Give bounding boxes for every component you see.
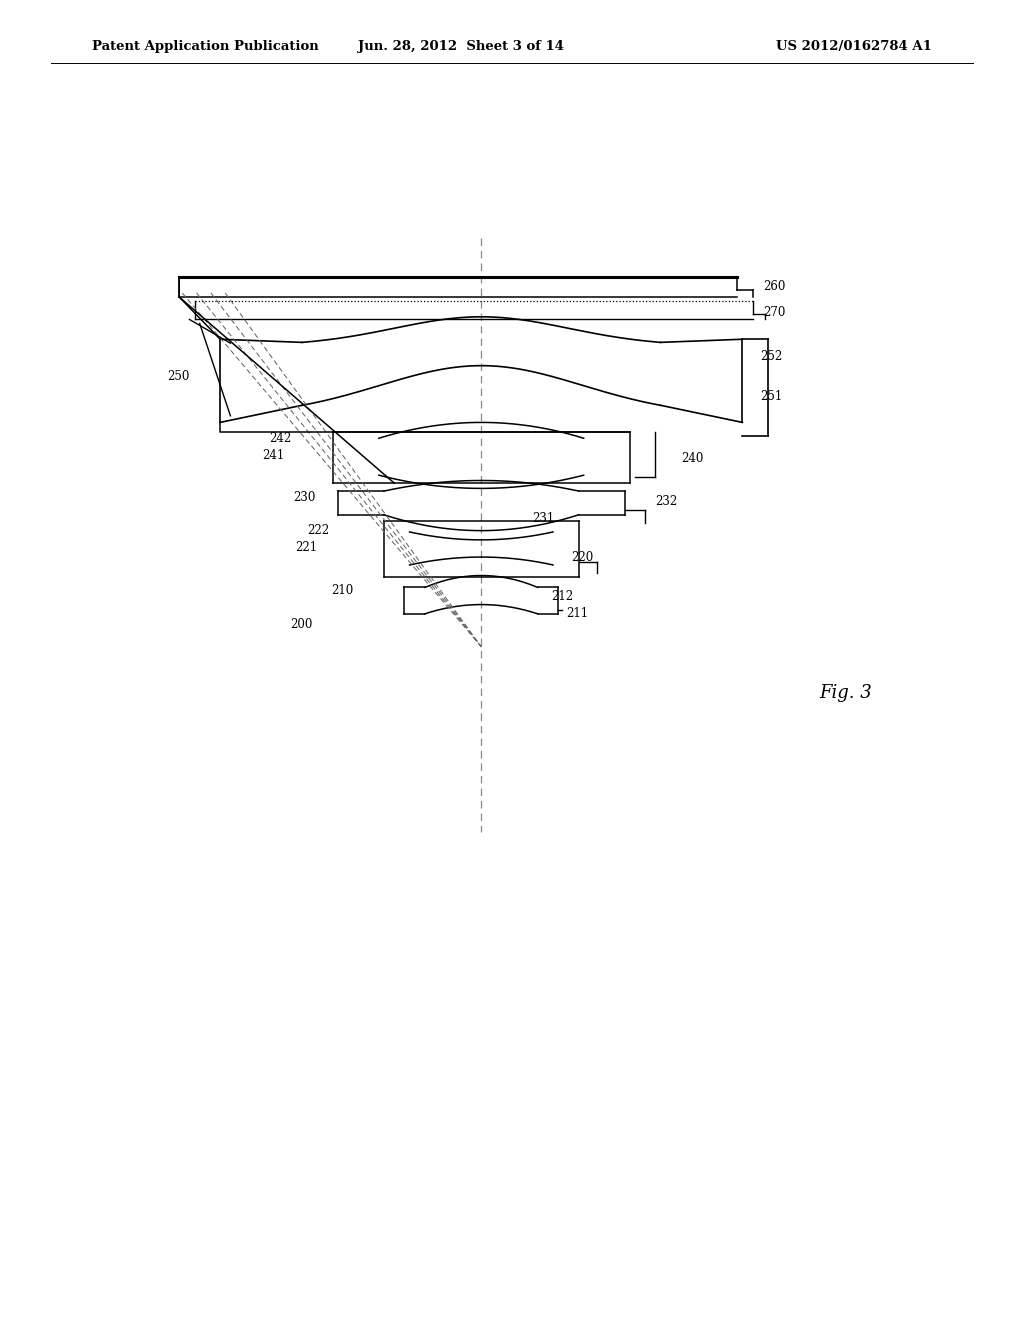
Text: 210: 210 <box>331 583 353 597</box>
Text: 221: 221 <box>295 541 317 554</box>
Text: 240: 240 <box>681 451 703 465</box>
Text: 270: 270 <box>763 306 785 319</box>
Text: 211: 211 <box>566 607 589 620</box>
Text: Fig. 3: Fig. 3 <box>819 684 872 702</box>
Text: 220: 220 <box>571 550 594 564</box>
Text: US 2012/0162784 A1: US 2012/0162784 A1 <box>776 40 932 53</box>
Text: 200: 200 <box>290 618 312 631</box>
Text: 232: 232 <box>655 495 678 508</box>
Text: 212: 212 <box>551 590 573 603</box>
Text: 260: 260 <box>763 280 785 293</box>
Text: 231: 231 <box>532 512 555 525</box>
Text: Patent Application Publication: Patent Application Publication <box>92 40 318 53</box>
Text: 242: 242 <box>269 432 292 445</box>
Text: 252: 252 <box>760 350 782 363</box>
Text: 251: 251 <box>760 389 782 403</box>
Text: 241: 241 <box>262 449 285 462</box>
Text: 222: 222 <box>307 524 330 537</box>
Text: 230: 230 <box>293 491 315 504</box>
Text: Jun. 28, 2012  Sheet 3 of 14: Jun. 28, 2012 Sheet 3 of 14 <box>357 40 564 53</box>
Text: 250: 250 <box>167 370 189 383</box>
